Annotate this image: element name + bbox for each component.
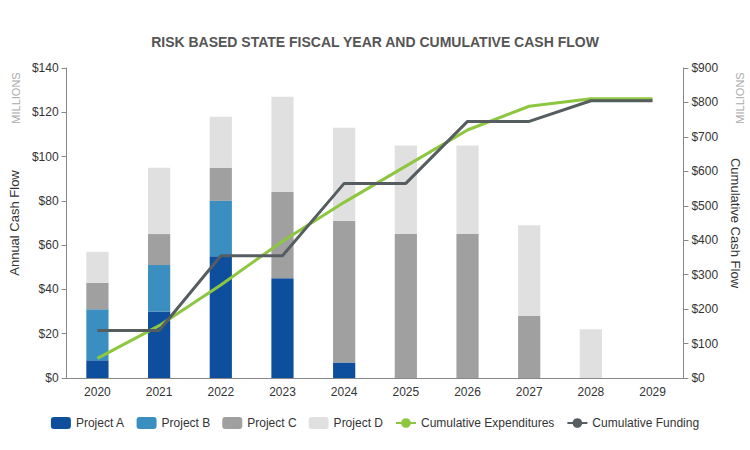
- svg-text:Project D: Project D: [334, 416, 384, 430]
- svg-text:2023: 2023: [269, 385, 296, 399]
- svg-text:MILLIONS: MILLIONS: [10, 72, 22, 123]
- svg-text:RISK BASED STATE FISCAL YEAR A: RISK BASED STATE FISCAL YEAR AND CUMULAT…: [151, 34, 600, 50]
- svg-text:$700: $700: [691, 130, 718, 144]
- svg-text:$20: $20: [39, 327, 59, 341]
- svg-text:Project A: Project A: [76, 416, 124, 430]
- svg-text:MILLIONS: MILLIONS: [734, 72, 746, 123]
- svg-text:$600: $600: [691, 164, 718, 178]
- svg-text:$40: $40: [39, 282, 59, 296]
- svg-text:2025: 2025: [392, 385, 419, 399]
- svg-text:$80: $80: [39, 194, 59, 208]
- svg-text:Project B: Project B: [162, 416, 211, 430]
- svg-text:$800: $800: [691, 95, 718, 109]
- svg-text:2026: 2026: [454, 385, 481, 399]
- svg-text:2024: 2024: [331, 385, 358, 399]
- svg-text:Cumulative Cash Flow: Cumulative Cash Flow: [728, 158, 743, 289]
- svg-text:2027: 2027: [516, 385, 543, 399]
- svg-text:$60: $60: [39, 238, 59, 252]
- svg-text:$200: $200: [691, 302, 718, 316]
- svg-text:2029: 2029: [639, 385, 666, 399]
- svg-text:2028: 2028: [578, 385, 605, 399]
- svg-text:$900: $900: [691, 61, 718, 75]
- svg-text:$400: $400: [691, 233, 718, 247]
- svg-text:2022: 2022: [207, 385, 234, 399]
- svg-text:Annual Cash Flow: Annual Cash Flow: [7, 170, 22, 276]
- svg-text:2020: 2020: [84, 385, 111, 399]
- svg-text:Cumulative Funding: Cumulative Funding: [592, 416, 699, 430]
- svg-text:$0: $0: [691, 371, 705, 385]
- svg-text:$500: $500: [691, 199, 718, 213]
- svg-text:$100: $100: [691, 337, 718, 351]
- svg-text:2021: 2021: [146, 385, 173, 399]
- svg-text:$140: $140: [32, 61, 59, 75]
- svg-text:$0: $0: [45, 371, 59, 385]
- svg-text:$100: $100: [32, 150, 59, 164]
- svg-text:$120: $120: [32, 105, 59, 119]
- svg-text:$300: $300: [691, 268, 718, 282]
- svg-text:Project C: Project C: [247, 416, 297, 430]
- svg-text:Cumulative Expenditures: Cumulative Expenditures: [421, 416, 554, 430]
